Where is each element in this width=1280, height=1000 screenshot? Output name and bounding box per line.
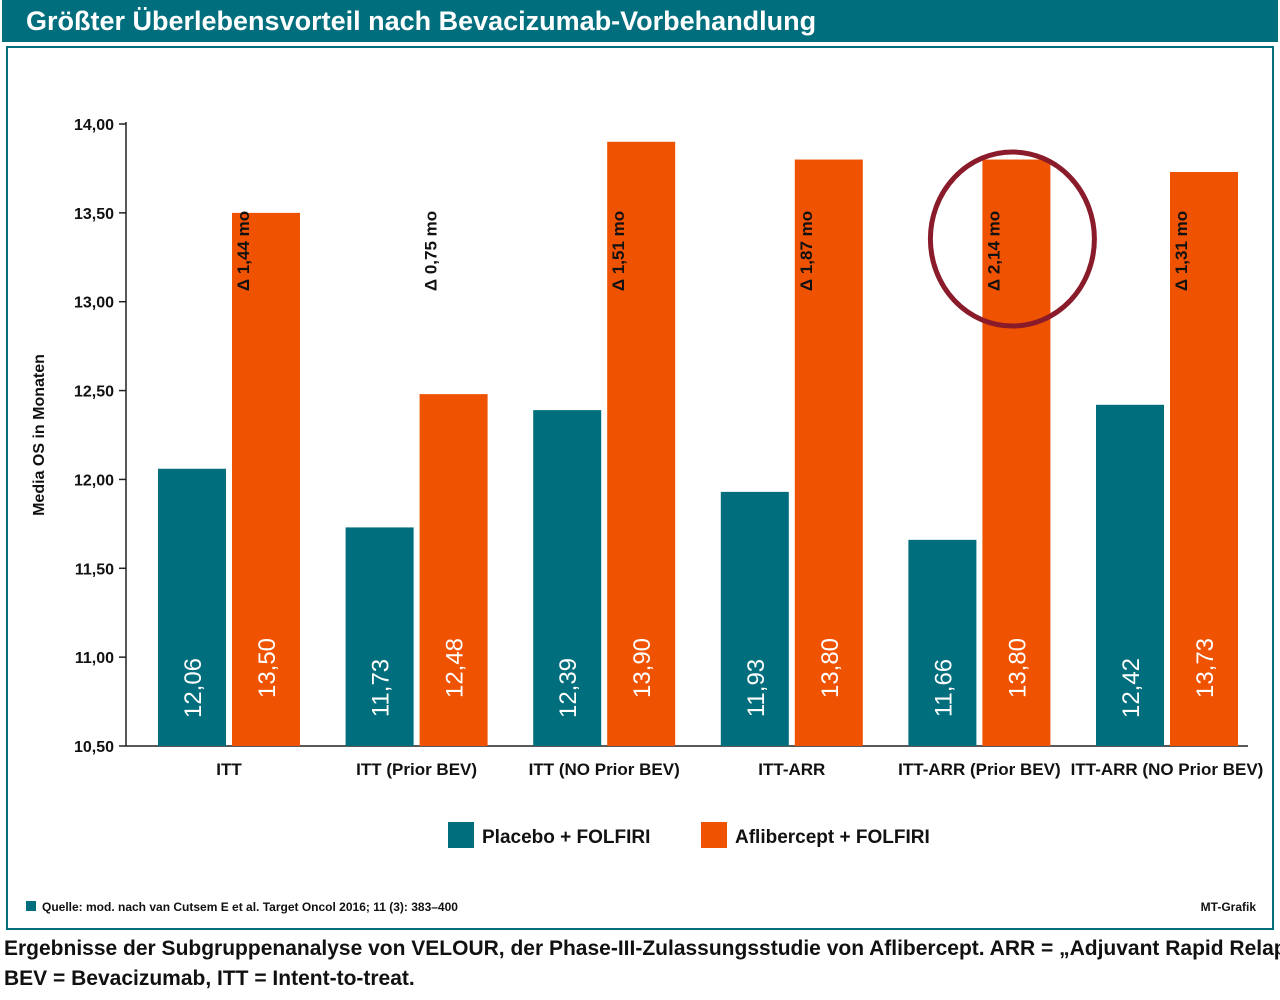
source-marker-icon bbox=[26, 901, 36, 911]
x-category-label: ITT-ARR (NO Prior BEV) bbox=[1071, 760, 1264, 779]
delta-annotation: Δ 2,14 mo bbox=[984, 211, 1003, 291]
graphic-credit: MT-Grafik bbox=[1201, 900, 1257, 914]
delta-annotation: Δ 0,75 mo bbox=[422, 211, 441, 291]
data-label-placebo: 12,42 bbox=[1118, 658, 1145, 718]
highlight-circle bbox=[927, 149, 1097, 329]
y-tick-label: 12,00 bbox=[74, 472, 114, 489]
x-category-label: ITT bbox=[216, 760, 242, 779]
data-label-aflibercept: 13,80 bbox=[1004, 638, 1031, 698]
bar-placebo bbox=[345, 527, 414, 746]
data-label-aflibercept: 13,50 bbox=[254, 638, 281, 698]
bar-aflibercept bbox=[982, 159, 1051, 746]
source-note: Quelle: mod. nach van Cutsem E et al. Ta… bbox=[42, 900, 458, 914]
y-tick-label: 10,50 bbox=[74, 739, 114, 756]
bar-placebo bbox=[908, 539, 977, 746]
delta-annotation: Δ 1,51 mo bbox=[609, 211, 628, 291]
data-label-placebo: 12,39 bbox=[555, 658, 582, 718]
y-tick-label: 13,00 bbox=[74, 295, 114, 312]
bar-placebo bbox=[158, 468, 226, 746]
data-label-aflibercept: 13,80 bbox=[817, 638, 844, 698]
y-tick-label: 11,00 bbox=[75, 650, 114, 667]
x-category-label: ITT (NO Prior BEV) bbox=[529, 760, 680, 779]
bar-aflibercept bbox=[794, 159, 863, 746]
legend-label-aflibercept: Aflibercept + FOLFIRI bbox=[735, 827, 930, 848]
data-label-placebo: 12,06 bbox=[180, 658, 207, 718]
figure-caption: Ergebnisse der Subgruppenanalyse von VEL… bbox=[4, 934, 1280, 994]
y-tick-label: 14,00 bbox=[74, 117, 114, 134]
legend-swatch-placebo bbox=[448, 822, 474, 848]
chart-title: Größter Überlebensvorteil nach Bevacizum… bbox=[2, 0, 1278, 42]
data-label-aflibercept: 13,90 bbox=[629, 638, 656, 698]
data-label-placebo: 11,93 bbox=[743, 659, 770, 717]
y-tick-label: 12,50 bbox=[74, 384, 114, 401]
bar-placebo bbox=[533, 410, 602, 746]
bar-aflibercept bbox=[232, 212, 300, 746]
delta-annotation: Δ 1,87 mo bbox=[797, 211, 816, 291]
legend-label-placebo: Placebo + FOLFIRI bbox=[482, 827, 650, 848]
bar-aflibercept bbox=[607, 141, 676, 746]
data-label-placebo: 11,66 bbox=[930, 659, 957, 717]
bar-aflibercept bbox=[1170, 171, 1238, 746]
data-label-placebo: 11,73 bbox=[368, 659, 395, 717]
bar-aflibercept bbox=[419, 394, 488, 746]
bar-placebo bbox=[1096, 404, 1164, 746]
caption-line-2: BEV = Bevacizumab, ITT = Intent-to-treat… bbox=[4, 967, 415, 990]
x-category-label: ITT-ARR (Prior BEV) bbox=[898, 760, 1060, 779]
y-tick-label: 11,50 bbox=[75, 561, 114, 578]
x-category-label: ITT (Prior BEV) bbox=[356, 760, 477, 779]
legend-swatch-aflibercept bbox=[701, 822, 727, 848]
y-tick-label: 13,50 bbox=[74, 206, 114, 223]
data-label-aflibercept: 12,48 bbox=[442, 638, 469, 698]
data-label-aflibercept: 13,73 bbox=[1192, 638, 1219, 698]
bar-chart: 10,50 11,00 11,50 12,00 12,50 13,00 13,50 14,00… bbox=[26, 117, 1264, 914]
caption-line-1: Ergebnisse der Subgruppenanalyse von VEL… bbox=[4, 937, 1280, 960]
delta-annotation: Δ 1,44 mo bbox=[234, 211, 253, 291]
delta-annotation: Δ 1,31 mo bbox=[1172, 211, 1191, 291]
y-axis-title: Media OS in Monaten bbox=[31, 354, 48, 516]
bar-placebo bbox=[720, 491, 789, 746]
chart-frame: 10,50 11,00 11,50 12,00 12,50 13,00 13,50 14,00… bbox=[6, 46, 1274, 930]
x-category-label: ITT-ARR bbox=[758, 760, 825, 779]
